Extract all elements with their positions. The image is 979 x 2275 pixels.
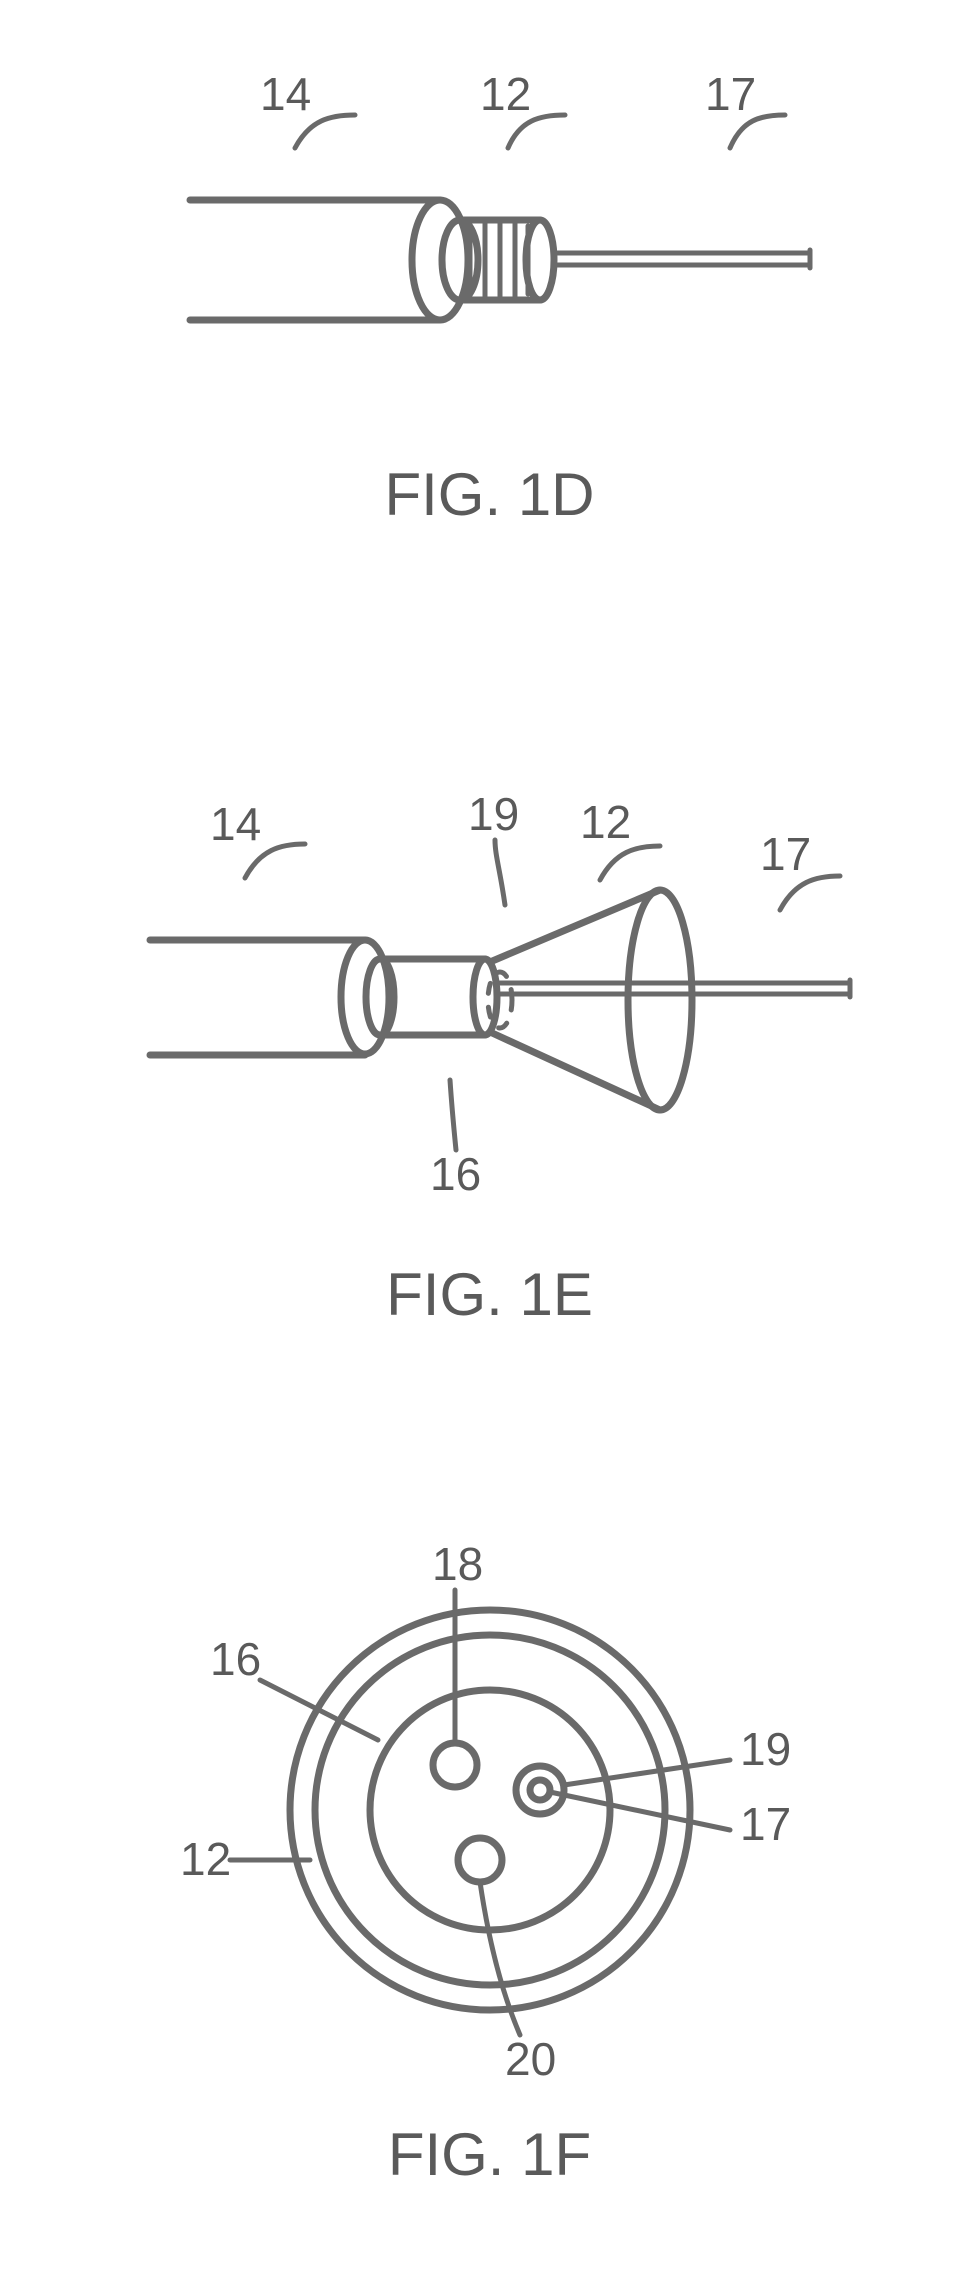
figure-1f-svg: 18 16 12 19 17 20 (110, 1530, 870, 2090)
label-16: 16 (430, 1148, 481, 1200)
label-14: 14 (210, 798, 261, 850)
page: 14 12 17 FIG. 1D (0, 0, 979, 2275)
figure-1d-svg: 14 12 17 (110, 60, 870, 430)
caption-1e: FIG. 1E (0, 1260, 979, 1329)
figure-1d: 14 12 17 FIG. 1D (0, 60, 979, 529)
label-19: 19 (468, 788, 519, 840)
label-17: 17 (760, 828, 811, 880)
figure-1e-svg: 14 19 12 17 16 (80, 770, 900, 1230)
caption-1f: FIG. 1F (0, 2120, 979, 2189)
label-14: 14 (260, 68, 311, 120)
label-18: 18 (432, 1538, 483, 1590)
label-17: 17 (740, 1798, 791, 1850)
label-17: 17 (705, 68, 756, 120)
figure-1e: 14 19 12 17 16 FIG. 1E (0, 770, 979, 1329)
label-16: 16 (210, 1633, 261, 1685)
label-19: 19 (740, 1723, 791, 1775)
label-12: 12 (180, 1833, 231, 1885)
label-12: 12 (480, 68, 531, 120)
caption-1d: FIG. 1D (0, 460, 979, 529)
label-12: 12 (580, 796, 631, 848)
figure-1f: 18 16 12 19 17 20 FIG. 1F (0, 1530, 979, 2189)
label-20: 20 (505, 2033, 556, 2085)
